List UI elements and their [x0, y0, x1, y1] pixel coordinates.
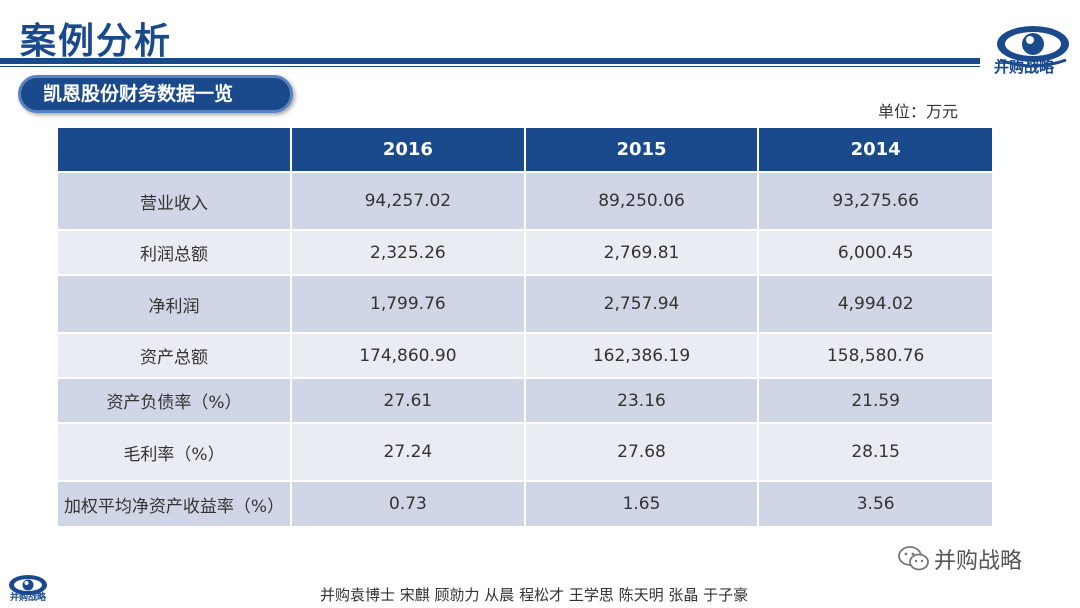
watermark-text: 并购战略 — [934, 549, 1023, 574]
table-row: 营业收入 94,257.02 89,250.06 93,275.66 — [58, 171, 992, 230]
table-header-row: 2016 2015 2014 — [58, 128, 992, 172]
subtitle-banner: 凯恩股份财务数据一览 — [18, 75, 293, 113]
table-row: 资产负债率（%） 27.61 23.16 21.59 — [58, 377, 992, 423]
footer-logo-text: 并购战略 — [10, 593, 47, 603]
title-rule — [0, 58, 980, 64]
row-label: 毛利率（%） — [58, 422, 293, 481]
wechat-icon — [898, 546, 929, 571]
page-title: 案例分析 — [20, 21, 173, 62]
table-row: 净利润 1,799.76 2,757.94 4,994.02 — [58, 274, 992, 333]
table-cell: 158,580.76 — [758, 332, 992, 378]
table-cell: 23.16 — [524, 377, 760, 423]
table-row: 加权平均净资产收益率（%） 0.73 1.65 3.56 — [58, 480, 992, 526]
footer-eye-logo-icon — [9, 575, 47, 595]
row-label: 资产负债率（%） — [58, 377, 293, 423]
eye-logo-icon — [997, 26, 1069, 68]
table-cell: 93,275.66 — [758, 171, 992, 230]
table-cell: 2,757.94 — [524, 274, 760, 333]
table-cell: 2,325.26 — [291, 229, 526, 275]
footer-authors: 并购袁博士 宋麒 顾勍力 从晨 程松才 王学思 陈天明 张晶 于子豪 — [320, 586, 749, 604]
table-row: 毛利率（%） 27.24 27.68 28.15 — [58, 422, 992, 481]
logo-text: 并购战略 — [994, 58, 1055, 76]
row-label: 营业收入 — [58, 171, 293, 230]
table-cell: 174,860.90 — [291, 332, 526, 378]
table-cell: 1.65 — [524, 480, 760, 526]
header-cell: 2015 — [524, 128, 760, 172]
table-cell: 94,257.02 — [291, 171, 526, 230]
header-cell: 2016 — [291, 128, 526, 172]
row-label: 利润总额 — [58, 229, 293, 275]
table-cell: 21.59 — [758, 377, 992, 423]
table-cell: 0.73 — [291, 480, 526, 526]
row-label: 资产总额 — [58, 332, 293, 378]
table-cell: 4,994.02 — [758, 274, 992, 333]
table-cell: 2,769.81 — [524, 229, 760, 275]
financial-table: 2016 2015 2014 营业收入 94,257.02 89,250.06 … — [58, 128, 992, 526]
table-cell: 27.68 — [524, 422, 760, 481]
wechat-watermark: 并购战略 — [898, 543, 1022, 575]
header-cell: 2014 — [758, 128, 992, 172]
unit-label: 单位：万元 — [878, 102, 959, 121]
table-cell: 27.24 — [291, 422, 526, 481]
table-row: 利润总额 2,325.26 2,769.81 6,000.45 — [58, 229, 992, 275]
title-rule-thin — [0, 66, 980, 67]
row-label: 净利润 — [58, 274, 293, 333]
table-cell: 1,799.76 — [291, 274, 526, 333]
table-cell: 162,386.19 — [524, 332, 760, 378]
table-row: 资产总额 174,860.90 162,386.19 158,580.76 — [58, 332, 992, 378]
table-cell: 28.15 — [758, 422, 992, 481]
header-cell — [58, 128, 293, 172]
table-cell: 89,250.06 — [524, 171, 760, 230]
table-cell: 27.61 — [291, 377, 526, 423]
table-cell: 6,000.45 — [758, 229, 992, 275]
row-label: 加权平均净资产收益率（%） — [58, 480, 293, 526]
table-cell: 3.56 — [758, 480, 992, 526]
